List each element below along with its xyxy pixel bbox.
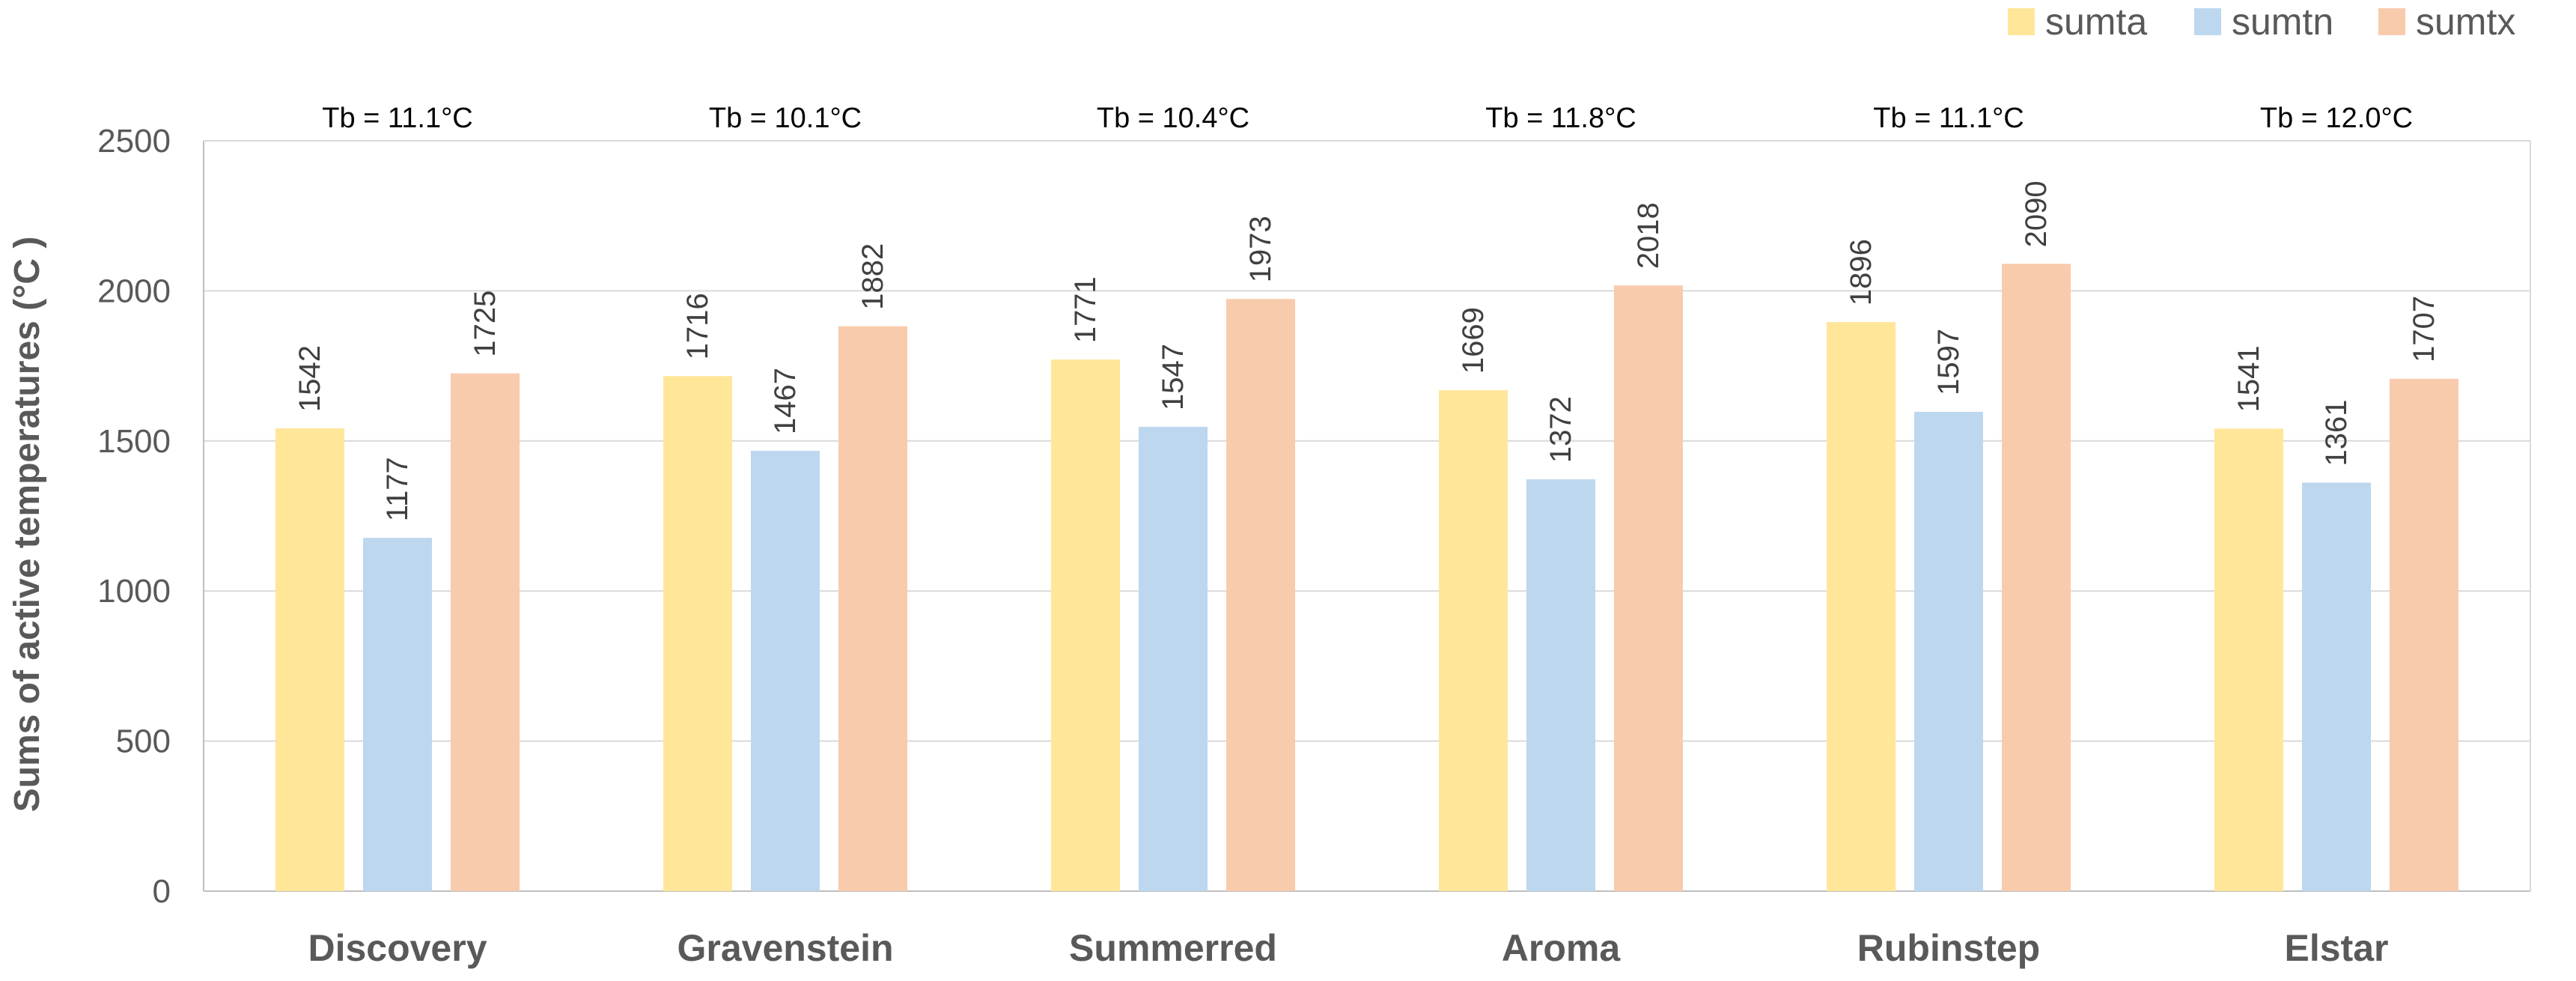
bar-sumta-gravenstein [663, 376, 732, 892]
bar-sumtn-aroma [1526, 479, 1595, 891]
legend-label: sumtn [2232, 1, 2333, 43]
data-label: 1669 [1457, 307, 1490, 374]
y-axis-label: Sums of active temperatures (°C ) [7, 237, 47, 813]
legend-label: sumta [2045, 1, 2147, 43]
data-label: 1973 [1244, 216, 1277, 282]
bar-sumta-aroma [1439, 390, 1508, 891]
data-label: 1467 [769, 368, 802, 434]
x-tick-label: Discovery [308, 927, 487, 969]
data-label: 1882 [856, 243, 889, 310]
y-tick-label: 1000 [97, 573, 171, 610]
data-label: 1716 [681, 293, 714, 359]
labels: 0 500 1000 1500 2000 2500 1542 1177 1725 Discover… [97, 103, 2440, 969]
legend-swatch-sumtn [2194, 8, 2221, 35]
bars [275, 264, 2458, 892]
y-tick-label: 2000 [97, 273, 171, 309]
y-tick-label: 1500 [97, 423, 171, 460]
tb-annotation: Tb = 10.4°C [1097, 103, 1249, 134]
tb-annotation: Tb = 10.1°C [709, 103, 862, 134]
legend-swatch-sumtx [2378, 8, 2405, 35]
data-label: 1771 [1069, 276, 1102, 343]
data-label: 2090 [2020, 180, 2053, 247]
x-tick-label: Rubinstep [1857, 927, 2040, 969]
data-label: 1707 [2408, 296, 2440, 362]
bar-sumtx-discovery [451, 373, 520, 891]
bar-sumtn-elstar [2302, 482, 2371, 891]
gridlines [204, 140, 2530, 742]
y-tick-label: 0 [153, 873, 171, 910]
axes [203, 140, 2531, 892]
data-label: 1547 [1157, 344, 1190, 410]
x-tick-label: Gravenstein [677, 927, 893, 969]
bar-sumta-summerred [1051, 359, 1120, 891]
y-tick-label: 2500 [97, 123, 171, 160]
data-label: 1541 [2232, 345, 2265, 412]
bar-sumtx-summerred [1226, 299, 1295, 892]
data-label: 2018 [1632, 202, 1665, 269]
data-label: 1896 [1845, 239, 1878, 306]
data-label: 1597 [1932, 329, 1965, 395]
bar-sumtn-rubinstep [1914, 411, 1983, 891]
data-label: 1177 [381, 457, 414, 521]
bar-sumta-rubinstep [1827, 322, 1896, 891]
x-tick-label: Elstar [2285, 927, 2389, 969]
bar-sumta-elstar [2214, 428, 2283, 891]
x-tick-label: Summerred [1069, 927, 1277, 969]
legend: sumta sumtn sumtx [2008, 1, 2515, 43]
tb-annotation: Tb = 11.1°C [322, 103, 472, 134]
bar-sumtx-rubinstep [2002, 264, 2071, 891]
bar-sumtn-gravenstein [751, 451, 820, 891]
bar-sumtx-gravenstein [838, 326, 907, 891]
data-label: 1361 [2320, 400, 2353, 467]
legend-swatch-sumta [2008, 8, 2035, 35]
bar-sumtn-summerred [1139, 426, 1208, 891]
tb-annotation: Tb = 11.8°C [1485, 103, 1636, 134]
tb-annotation: Tb = 11.1°C [1873, 103, 2024, 134]
data-label: 1725 [469, 291, 502, 357]
legend-label: sumtx [2416, 1, 2515, 43]
tb-annotation: Tb = 12.0°C [2260, 103, 2413, 134]
data-label: 1542 [293, 345, 326, 412]
y-tick-label: 500 [116, 723, 171, 760]
bar-sumta-discovery [275, 428, 344, 891]
x-tick-label: Aroma [1502, 927, 1622, 969]
bar-sumtn-discovery [363, 538, 432, 891]
data-label: 1372 [1544, 396, 1577, 463]
bar-sumtx-aroma [1614, 285, 1683, 891]
bar-sumtx-elstar [2390, 378, 2458, 891]
